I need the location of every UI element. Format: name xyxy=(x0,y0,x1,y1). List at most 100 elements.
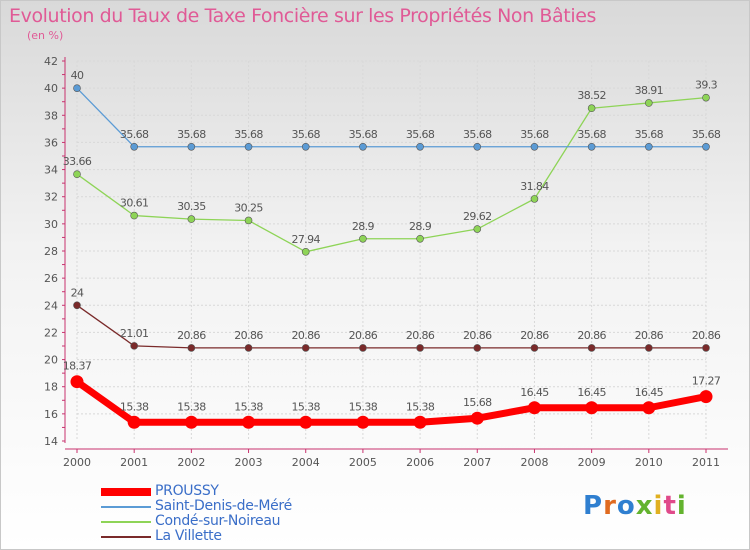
y-tick-label: 42 xyxy=(44,55,58,68)
x-tick-label: 2005 xyxy=(349,456,377,469)
legend-swatch xyxy=(101,536,151,538)
legend-swatch xyxy=(101,506,151,508)
data-point xyxy=(473,225,482,233)
data-label: 24 xyxy=(71,286,84,299)
data-label: 20.86 xyxy=(291,329,320,342)
data-point xyxy=(73,301,81,310)
data-label: 35.68 xyxy=(177,128,206,141)
series-line xyxy=(76,87,706,148)
y-tick-label: 34 xyxy=(44,164,58,177)
legend-label: PROUSSY xyxy=(155,483,219,499)
data-point xyxy=(73,84,81,92)
data-label: 30.61 xyxy=(120,197,149,210)
data-point xyxy=(702,93,710,102)
data-label: 20.86 xyxy=(577,329,606,342)
y-tick-label: 16 xyxy=(44,408,58,421)
data-label: 15.38 xyxy=(234,400,263,413)
legend-label: Condé-sur-Noireau xyxy=(155,513,281,529)
data-point xyxy=(359,142,367,151)
legend-swatch xyxy=(101,521,151,523)
data-label: 30.35 xyxy=(177,200,206,213)
data-point xyxy=(187,215,196,223)
data-point xyxy=(301,248,310,256)
data-point xyxy=(184,415,198,429)
data-point xyxy=(530,142,539,151)
y-unit-label: (en %) xyxy=(27,29,64,42)
data-point xyxy=(587,104,596,113)
data-point xyxy=(244,344,253,352)
data-point xyxy=(301,142,310,151)
data-point xyxy=(645,99,653,107)
data-label: 15.38 xyxy=(177,400,206,413)
data-point xyxy=(244,216,253,225)
data-label: 35.68 xyxy=(520,128,549,141)
data-point xyxy=(187,142,196,151)
data-point xyxy=(470,411,484,425)
x-tick-label: 2002 xyxy=(177,456,205,469)
series-line xyxy=(76,96,707,253)
data-point xyxy=(127,415,141,429)
data-label: 20.86 xyxy=(406,329,435,342)
x-tick-label: 2003 xyxy=(235,456,263,469)
data-label: 20.86 xyxy=(234,329,263,342)
data-point xyxy=(187,344,196,352)
y-tick-label: 18 xyxy=(44,381,58,394)
data-label: 20.86 xyxy=(692,329,721,342)
data-label: 35.68 xyxy=(577,128,606,141)
series-line xyxy=(76,304,706,349)
y-tick-label: 20 xyxy=(44,354,58,367)
data-point xyxy=(587,142,596,151)
data-label: 15.68 xyxy=(463,396,492,409)
y-tick-label: 40 xyxy=(44,82,58,95)
x-tick-label: 2009 xyxy=(578,456,606,469)
data-point xyxy=(356,415,370,429)
data-point xyxy=(416,234,424,243)
data-label: 21.01 xyxy=(120,327,149,340)
data-label: 38.52 xyxy=(577,89,606,102)
data-label: 15.38 xyxy=(349,400,378,413)
data-point xyxy=(130,342,138,350)
data-label: 35.68 xyxy=(692,128,721,141)
data-label: 35.68 xyxy=(234,128,263,141)
x-tick-label: 2001 xyxy=(120,456,148,469)
x-tick-label: 2011 xyxy=(692,456,720,469)
data-point xyxy=(73,170,81,178)
y-tick-label: 24 xyxy=(44,299,58,312)
data-label: 16.45 xyxy=(635,386,664,399)
y-tick-label: 22 xyxy=(44,326,58,339)
y-tick-label: 38 xyxy=(44,109,58,122)
data-point xyxy=(301,344,310,352)
data-label: 35.68 xyxy=(291,128,320,141)
data-label: 35.68 xyxy=(635,128,664,141)
data-label: 20.86 xyxy=(463,329,492,342)
data-point xyxy=(416,344,424,352)
data-label: 40 xyxy=(71,69,84,82)
series-line xyxy=(74,378,707,426)
data-point xyxy=(702,344,710,352)
data-label: 20.86 xyxy=(520,329,549,342)
x-tick-label: 2007 xyxy=(463,456,491,469)
data-point xyxy=(130,211,138,220)
data-label: 30.25 xyxy=(234,201,263,214)
x-tick-label: 2010 xyxy=(635,456,663,469)
legend-label: Saint-Denis-de-Méré xyxy=(155,498,292,514)
data-point xyxy=(70,375,84,389)
x-tick-label: 2004 xyxy=(292,456,320,469)
data-point xyxy=(359,344,367,352)
data-point xyxy=(242,415,256,429)
data-label: 15.38 xyxy=(291,400,320,413)
x-tick-label: 2006 xyxy=(406,456,434,469)
data-label: 35.68 xyxy=(406,128,435,141)
data-label: 31.84 xyxy=(520,180,549,193)
data-label: 15.38 xyxy=(406,400,435,413)
data-point xyxy=(413,415,427,429)
y-tick-label: 26 xyxy=(44,272,58,285)
data-point xyxy=(645,344,653,352)
chart-title: Evolution du Taux de Taxe Foncière sur l… xyxy=(9,5,597,27)
data-label: 20.86 xyxy=(349,329,378,342)
data-label: 27.94 xyxy=(291,233,320,246)
data-label: 15.38 xyxy=(120,400,149,413)
x-tick-label: 2008 xyxy=(520,456,548,469)
